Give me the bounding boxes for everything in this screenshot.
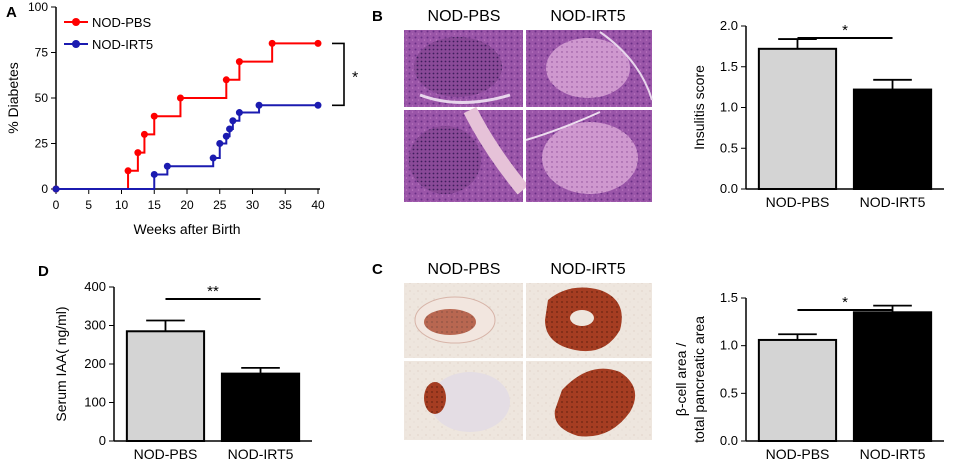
c-category-label: NOD-IRT5 [860,446,926,462]
panel-letter-d: D [38,263,49,280]
a-y-tick-label: 75 [35,46,49,60]
chart-a-survival: 0 5 10 15 20 25 30 35 40 0 25 50 75 100 Weeks after Bi… [5,0,358,237]
image-label-b-irt5: NOD-IRT5 [550,8,625,25]
d-category-label: NOD-PBS [134,446,198,462]
a-significance-star: * [352,69,358,86]
chart-c-beta-cell-area: 0.0 0.5 1.0 1.5 NOD-PBS NOD-IRT5 * β-cell area … [673,290,944,462]
c-bar [852,311,933,442]
a-series-point-0 [124,167,132,175]
d-y-axis-label: Serum IAA( ng/ml) [53,306,69,421]
a-series-point-1 [150,170,158,178]
panel-letter-b: B [372,8,383,25]
image-label-b-pbs: NOD-PBS [428,8,501,25]
b-bar [852,88,933,190]
b-significance-star: * [842,22,848,39]
a-series-point-1 [222,132,230,140]
a-series-point-0 [314,39,322,47]
a-series-point-1 [226,125,234,133]
b-bar [757,47,838,190]
a-y-tick-label: 25 [35,137,49,151]
micrograph-b-he-stain: NOD-PBS NOD-IRT5 [404,8,653,202]
b-y-tick-label: 0.5 [720,140,738,155]
a-series-point-0 [150,112,158,120]
a-series-point-1 [255,101,263,109]
c-y-tick-label: 1.0 [720,338,738,353]
a-series-point-1 [216,140,224,147]
a-x-tick-label: 15 [148,198,162,212]
a-x-tick-label: 20 [180,198,194,212]
c-y-tick-label: 1.5 [720,290,738,305]
d-y-tick-label: 0 [99,433,106,448]
panel-letter-a: A [6,4,17,21]
micrograph-c-ihc-stain: NOD-PBS NOD-IRT5 [404,261,652,440]
image-label-c-pbs: NOD-PBS [428,261,501,278]
a-legend-label-0: NOD-PBS [92,15,152,30]
d-y-tick-label: 100 [84,395,106,410]
a-y-tick-label: 0 [41,182,48,196]
a-series-point-0 [140,130,148,138]
image-label-c-irt5: NOD-IRT5 [550,261,625,278]
a-series-point-1 [209,154,217,162]
a-y-tick-label: 100 [28,0,48,14]
a-series-point-1 [163,162,171,170]
a-x-tick-label: 30 [246,198,260,212]
d-category-label: NOD-IRT5 [228,446,294,462]
a-series-point-1 [235,109,243,117]
a-series-point-0 [268,39,276,47]
a-series-point-0 [235,58,243,66]
a-x-tick-label: 10 [115,198,129,212]
b-category-label: NOD-PBS [766,194,830,210]
b-y-tick-label: 0.0 [720,181,738,196]
a-legend-marker-0 [72,18,80,26]
a-x-axis-label: Weeks after Birth [133,221,240,237]
a-series-line-1 [56,104,318,190]
d-significance-star: ** [207,283,219,300]
a-series-point-1 [229,117,237,125]
c-significance-star: * [842,294,848,311]
a-legend-marker-1 [72,40,80,48]
a-x-tick-label: 5 [85,198,92,212]
b-y-tick-label: 1.5 [720,59,738,74]
a-series-point-0 [134,149,142,157]
c-category-label: NOD-PBS [766,446,830,462]
c-bar [757,338,838,442]
c-y-tick-label: 0.5 [720,385,738,400]
d-bar [125,330,206,442]
c-y-tick-label: 0.0 [720,433,738,448]
b-y-axis-label: Insulitis score [691,65,707,150]
b-category-label: NOD-IRT5 [860,194,926,210]
a-series-line-0 [56,42,318,190]
a-x-tick-label: 0 [53,198,60,212]
d-bar [220,372,301,442]
a-y-axis-label: % Diabetes [5,62,21,134]
chart-b-insulitis: 0.0 0.5 1.0 1.5 2.0 NOD-PBS NOD-IRT5 * Insulitis… [691,18,944,210]
d-y-tick-label: 400 [84,279,106,294]
a-legend-label-1: NOD-IRT5 [92,37,153,52]
chart-d-serum-iaa: 0 100 200 300 400 NOD-PBS NOD-IRT5 ** Serum IAA(… [53,279,312,462]
a-x-tick-label: 35 [279,198,293,212]
b-y-tick-label: 2.0 [720,18,738,33]
a-x-tick-label: 40 [311,198,325,212]
d-y-tick-label: 200 [84,356,106,371]
c-y-axis-label-line2: total pancreatic area [691,316,707,443]
panel-letter-c: C [372,261,383,278]
b-y-tick-label: 1.0 [720,100,738,115]
a-series-point-0 [222,76,230,84]
a-series-point-0 [176,94,184,102]
a-y-tick-label: 50 [35,91,49,105]
a-series-point-1 [314,101,322,109]
a-series-point-1 [52,185,60,193]
a-significance-bracket [332,42,345,107]
d-y-tick-label: 300 [84,318,106,333]
a-x-tick-label: 25 [213,198,227,212]
c-y-axis-label-line1: β-cell area / [673,343,689,417]
